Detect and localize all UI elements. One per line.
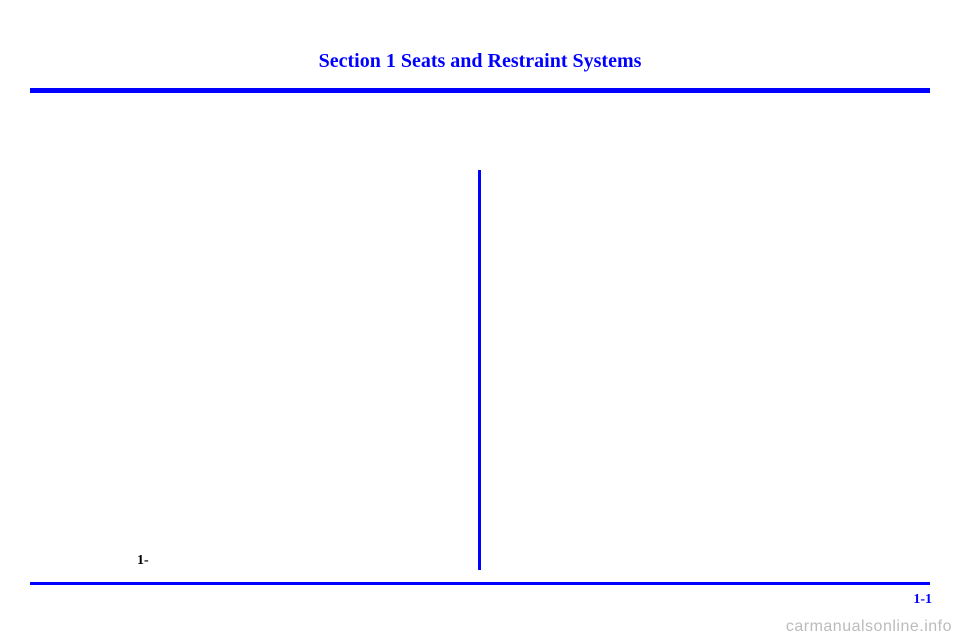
watermark-text: carmanualsonline.info xyxy=(786,618,952,636)
center-divider xyxy=(478,170,481,570)
bottom-divider xyxy=(30,582,930,585)
section-title: Section 1 Seats and Restraint Systems xyxy=(0,50,960,73)
top-divider xyxy=(30,88,930,93)
page-marker-left: 1- xyxy=(137,553,149,569)
page-number: 1-1 xyxy=(913,592,932,608)
